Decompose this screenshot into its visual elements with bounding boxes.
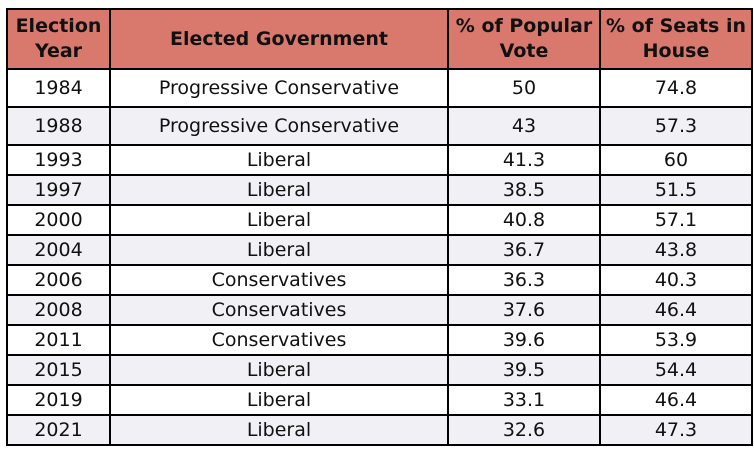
cell-government: Liberal (109, 414, 449, 446)
cell-year: 2019 (6, 384, 111, 416)
cell-year: 1988 (6, 106, 111, 146)
table-row: 2006 Conservatives 36.3 40.3 (6, 264, 753, 296)
cell-popular-vote: 32.6 (447, 414, 601, 446)
cell-government: Progressive Conservative (109, 106, 449, 146)
cell-year: 2015 (6, 354, 111, 386)
table-row: 1993 Liberal 41.3 60 (6, 144, 753, 176)
cell-seats: 40.3 (599, 264, 753, 296)
table-row: 1997 Liberal 38.5 51.5 (6, 174, 753, 206)
cell-seats: 43.8 (599, 234, 753, 266)
table-row: 2008 Conservatives 37.6 46.4 (6, 294, 753, 326)
cell-government: Progressive Conservative (109, 68, 449, 108)
cell-popular-vote: 40.8 (447, 204, 601, 236)
cell-popular-vote: 39.6 (447, 324, 601, 356)
cell-year: 2008 (6, 294, 111, 326)
table-row: 2021 Liberal 32.6 47.3 (6, 414, 753, 446)
header-election-year: Election Year (6, 8, 111, 70)
table-row: 2011 Conservatives 39.6 53.9 (6, 324, 753, 356)
cell-year: 1997 (6, 174, 111, 206)
cell-year: 1984 (6, 68, 111, 108)
table-row: 1984 Progressive Conservative 50 74.8 (6, 68, 753, 108)
cell-seats: 51.5 (599, 174, 753, 206)
table-row: 2000 Liberal 40.8 57.1 (6, 204, 753, 236)
cell-government: Liberal (109, 174, 449, 206)
cell-year: 2021 (6, 414, 111, 446)
cell-government: Liberal (109, 204, 449, 236)
cell-government: Liberal (109, 354, 449, 386)
cell-popular-vote: 33.1 (447, 384, 601, 416)
cell-popular-vote: 36.7 (447, 234, 601, 266)
cell-year: 2000 (6, 204, 111, 236)
header-row: Election Year Elected Government % of Po… (6, 8, 753, 70)
cell-year: 1993 (6, 144, 111, 176)
table-row: 1988 Progressive Conservative 43 57.3 (6, 106, 753, 146)
cell-seats: 57.3 (599, 106, 753, 146)
cell-popular-vote: 38.5 (447, 174, 601, 206)
header-elected-government: Elected Government (109, 8, 449, 70)
cell-popular-vote: 43 (447, 106, 601, 146)
cell-seats: 54.4 (599, 354, 753, 386)
cell-popular-vote: 37.6 (447, 294, 601, 326)
cell-popular-vote: 39.5 (447, 354, 601, 386)
cell-government: Conservatives (109, 294, 449, 326)
election-results-table-container: Election Year Elected Government % of Po… (6, 8, 753, 446)
cell-seats: 60 (599, 144, 753, 176)
cell-popular-vote: 41.3 (447, 144, 601, 176)
cell-government: Liberal (109, 384, 449, 416)
table-header: Election Year Elected Government % of Po… (6, 8, 753, 70)
table-row: 2004 Liberal 36.7 43.8 (6, 234, 753, 266)
cell-seats: 74.8 (599, 68, 753, 108)
header-popular-vote: % of Popular Vote (447, 8, 601, 70)
table-row: 2019 Liberal 33.1 46.4 (6, 384, 753, 416)
cell-year: 2006 (6, 264, 111, 296)
cell-government: Conservatives (109, 324, 449, 356)
cell-seats: 46.4 (599, 294, 753, 326)
cell-popular-vote: 36.3 (447, 264, 601, 296)
table-row: 2015 Liberal 39.5 54.4 (6, 354, 753, 386)
cell-seats: 47.3 (599, 414, 753, 446)
cell-popular-vote: 50 (447, 68, 601, 108)
cell-seats: 57.1 (599, 204, 753, 236)
cell-seats: 46.4 (599, 384, 753, 416)
cell-government: Conservatives (109, 264, 449, 296)
cell-government: Liberal (109, 234, 449, 266)
header-seats-in-house: % of Seats in House (599, 8, 753, 70)
cell-year: 2004 (6, 234, 111, 266)
cell-government: Liberal (109, 144, 449, 176)
table-body: 1984 Progressive Conservative 50 74.8 19… (6, 68, 753, 446)
cell-year: 2011 (6, 324, 111, 356)
cell-seats: 53.9 (599, 324, 753, 356)
election-results-table: Election Year Elected Government % of Po… (6, 8, 753, 446)
